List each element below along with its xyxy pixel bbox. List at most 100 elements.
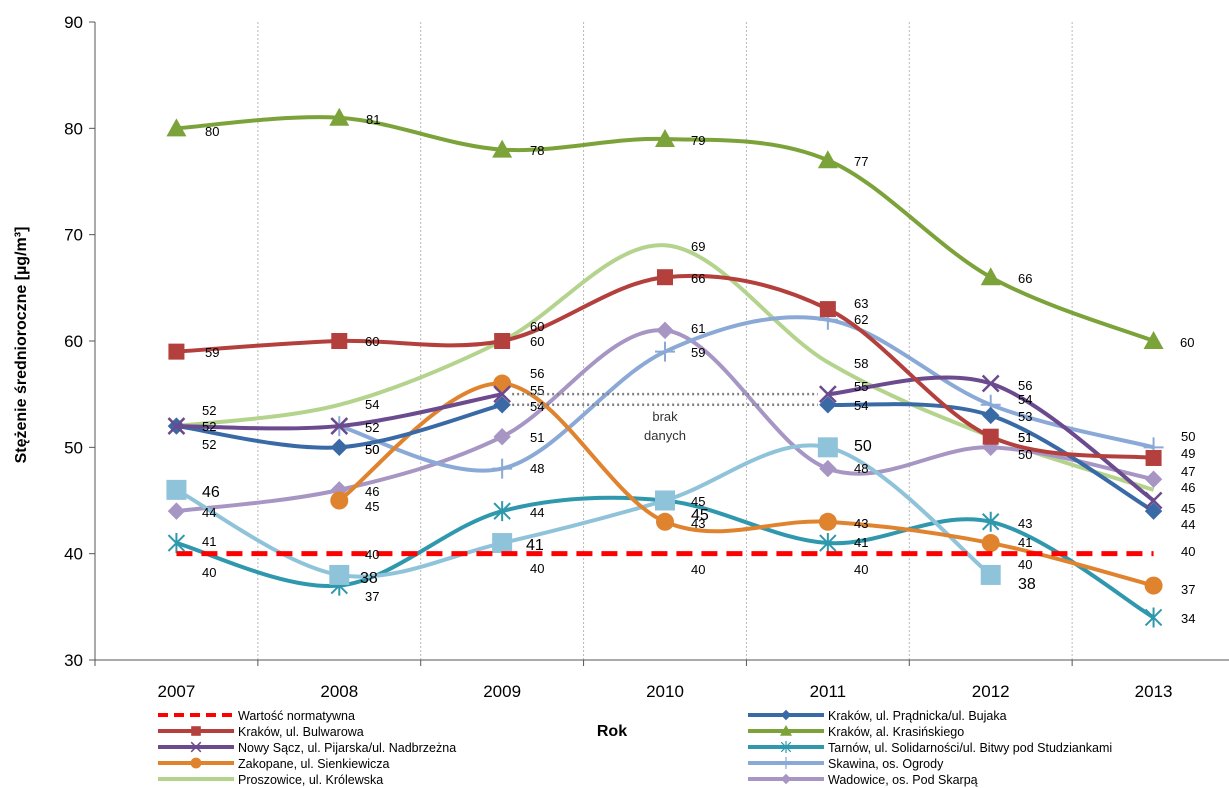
x-tick-label: 2011 [810,682,847,701]
legend-item: Skawina, os. Ogrody [748,756,944,771]
data-label: 79 [691,133,705,148]
square-marker [657,269,673,286]
data-label: 59 [691,345,705,360]
data-labels: 8081787977666069665960606063626159585655… [202,112,1195,626]
data-label: 43 [1018,516,1032,531]
diamond-marker [1144,470,1163,488]
data-label: 54 [530,399,544,414]
legend-item: Proszowice, ul. Królewska [158,773,383,787]
data-label: 45 [691,494,705,509]
x-marker [167,417,186,435]
triangle-marker [817,150,838,169]
x-axis-title: Rok [597,723,627,740]
data-label: 46 [202,484,220,501]
data-label: 53 [1018,409,1032,424]
legend-marker [779,756,793,770]
annotation: brak danych [512,392,818,443]
legend-label: Wadowice, os. Pod Skarpą [828,773,978,787]
y-tick-label: 40 [64,545,83,564]
star-marker [780,740,792,754]
legend-marker [780,740,792,754]
data-label: 45 [691,507,709,524]
data-label: 60 [530,319,544,334]
data-label: 56 [1018,378,1032,393]
star-marker [982,511,1000,532]
plus-marker [492,458,513,479]
x-marker [981,374,1000,393]
circle-marker [330,491,349,510]
diamond-marker [819,396,837,414]
circle-marker [1144,576,1163,595]
square-marker [980,564,1001,585]
x-marker [330,417,349,435]
y-tick-label: 70 [64,226,83,245]
data-label: 50 [365,442,379,457]
data-label: 40 [1018,557,1032,572]
data-label: 38 [360,570,378,587]
legend-item: Kraków, ul. Prądnicka/ul. Bujaka [748,709,1007,723]
y-tick-label: 50 [64,438,83,457]
data-label: 52 [202,419,216,434]
legend-marker [780,773,792,785]
annotation-text: danych [644,428,686,443]
legend-item: Nowy Sącz, ul. Pijarska/ul. Nadbrzeżna [158,741,456,755]
data-label: 77 [854,154,868,169]
data-label: 43 [691,516,705,531]
data-label: 51 [530,430,544,445]
series-group [166,107,1164,628]
diamond-marker [167,502,186,520]
diamond-marker [656,321,674,340]
y-tick-label: 80 [64,119,83,138]
x-tick-label: 2012 [972,682,1010,701]
data-label: 56 [530,366,544,381]
y-tick-label: 30 [64,651,83,670]
x-marker [493,385,512,404]
data-label: 41 [202,534,216,549]
data-label: 51 [1018,430,1032,445]
series-2 [168,269,1162,466]
data-label: 45 [365,499,379,514]
series-line [176,115,1155,343]
x-tick-label: 2013 [1135,682,1173,701]
legend-label: Kraków, ul. Prądnicka/ul. Bujaka [828,709,1007,723]
legend-label: Kraków, al. Krasińskiego [828,725,964,739]
series-3 [166,107,1164,349]
x-marker [1144,491,1163,510]
square-marker [817,437,838,458]
data-label: 47 [1181,464,1195,479]
data-label: 60 [530,334,544,349]
data-label: 41 [1018,535,1032,550]
legend-marker [780,709,792,721]
square-marker [982,428,999,445]
diamond-marker [780,773,792,785]
legend-item: Zakopane, ul. Sienkiewicza [158,757,390,771]
legend-item: Wartość normatywna [158,709,355,723]
data-label: 44 [202,505,216,520]
data-label: 38 [1018,576,1036,593]
square-marker [1145,449,1162,466]
legend-marker [191,726,201,736]
square-marker [819,301,836,318]
star-marker [493,501,511,522]
series-1 [167,396,1163,520]
diamond-marker [493,396,511,414]
data-label: 52 [202,437,216,452]
data-label: 45 [1181,501,1195,516]
diamond-marker [982,406,1000,425]
circle-marker [493,374,512,393]
data-label: 44 [1181,517,1195,532]
circle-marker [981,534,1000,553]
diamond-marker [1144,502,1163,520]
square-marker [191,726,201,736]
data-label: 46 [1181,480,1195,495]
data-label: 37 [365,589,379,604]
series-6 [330,374,1163,595]
data-label: 63 [854,296,868,311]
x-marker [190,741,202,753]
data-label: 54 [1018,392,1032,407]
data-label: 37 [1181,582,1195,597]
circle-marker [818,512,837,531]
series-5 [167,490,1163,628]
annotation-text: brak [652,409,678,424]
